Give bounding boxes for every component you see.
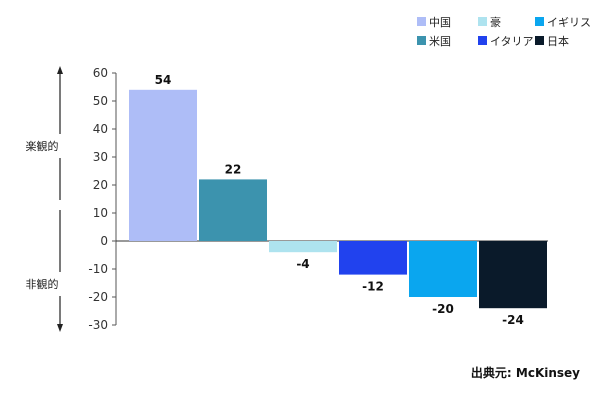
bars — [129, 89, 547, 309]
y-axis: 60 50 40 30 20 10 0 -10 -20 -30 — [88, 66, 548, 332]
y-tick-label: 60 — [93, 66, 108, 80]
data-label-4: -12 — [362, 280, 384, 294]
y-tick-label: 40 — [93, 122, 108, 136]
data-label-3: -4 — [296, 257, 309, 271]
legend-swatch — [535, 36, 544, 45]
legend-label: 中国 — [429, 16, 451, 29]
data-label-6: -24 — [502, 313, 524, 327]
data-label-1: 54 — [155, 73, 172, 87]
data-labels: 54 22 -4 -12 -20 -24 — [155, 73, 524, 327]
legend-swatch — [478, 36, 487, 45]
source-note: 出典元: McKinsey — [471, 365, 580, 380]
y-tick-label: 50 — [93, 94, 108, 108]
data-label-2: 22 — [225, 162, 242, 176]
side-labels: 楽観的 非観的 — [22, 66, 63, 332]
y-tick-label: 10 — [93, 206, 108, 220]
bar-6 — [479, 241, 547, 309]
bar-5 — [409, 241, 477, 297]
y-tick-label: -10 — [88, 262, 108, 276]
legend-swatch — [478, 17, 487, 26]
legend-swatch — [417, 36, 426, 45]
y-tick-label: 20 — [93, 178, 108, 192]
legend-label: 日本 — [547, 34, 569, 48]
y-tick-label: -20 — [88, 290, 108, 304]
bar-3 — [269, 241, 337, 253]
y-tick-label: 0 — [100, 234, 108, 248]
side-arrow-down-head — [57, 324, 63, 332]
bar-1 — [129, 89, 197, 241]
data-label-5: -20 — [432, 302, 454, 316]
bar-4 — [339, 241, 407, 275]
legend-label: イギリス — [547, 16, 591, 29]
bar-2 — [199, 179, 267, 241]
legend-swatch — [535, 17, 544, 26]
legend-label: 米国 — [429, 35, 451, 48]
legend-label: イタリア — [490, 35, 534, 48]
legend-swatch — [417, 17, 426, 26]
side-arrow-up-head — [57, 66, 63, 74]
legend-label: 豪 — [490, 15, 501, 29]
y-tick-label: -30 — [88, 318, 108, 332]
side-label-positive: 楽観的 — [26, 139, 59, 153]
y-tick-label: 30 — [93, 150, 108, 164]
side-label-negative: 非観的 — [26, 277, 59, 291]
